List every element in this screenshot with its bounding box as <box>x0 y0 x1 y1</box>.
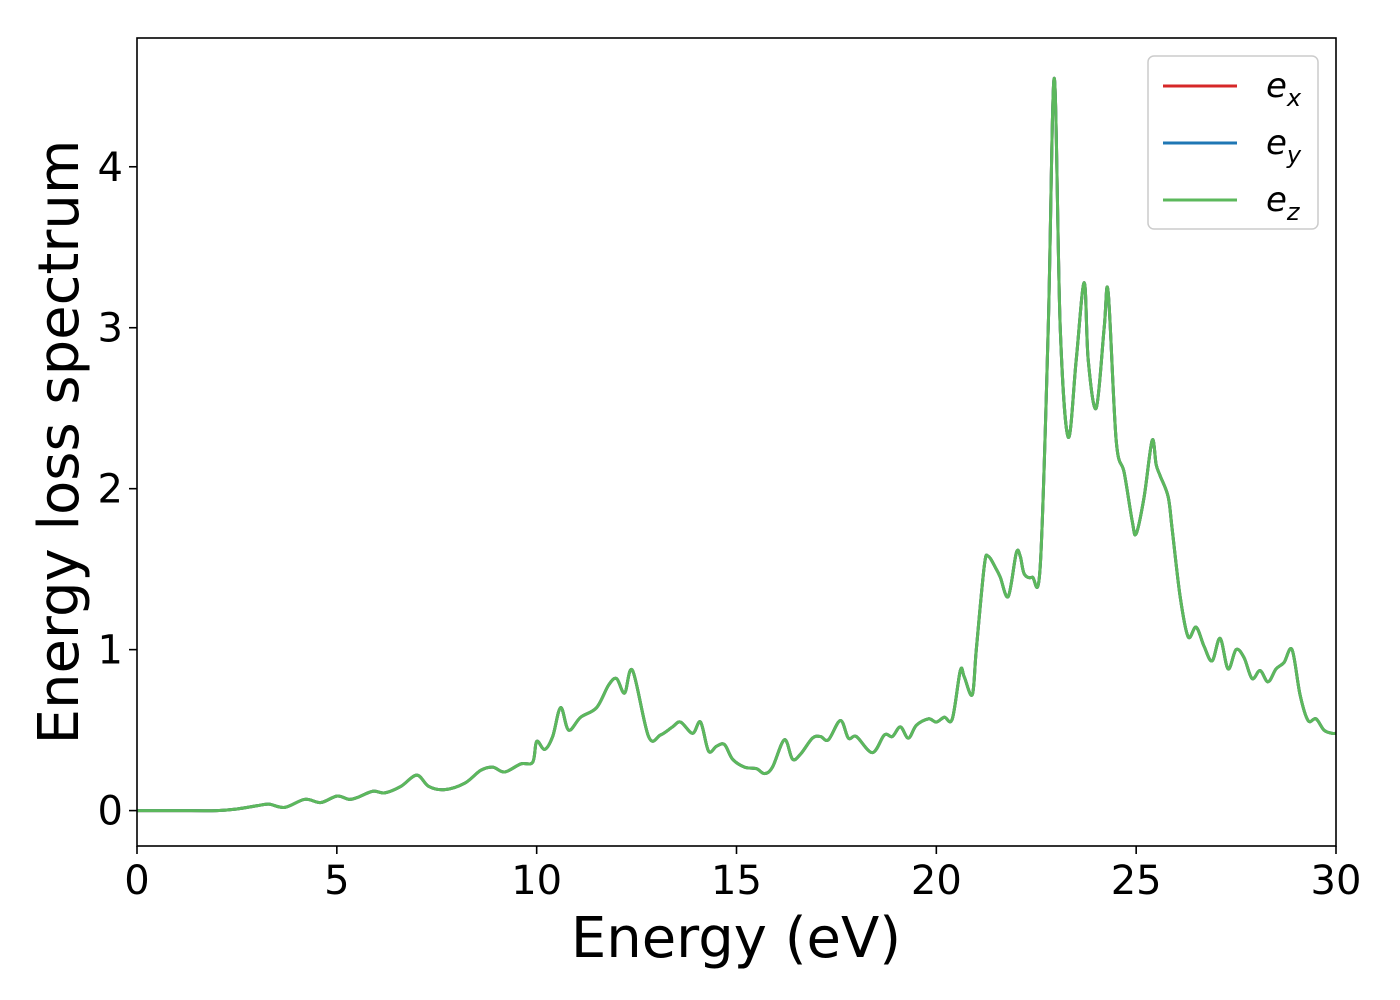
legend-label-base: e <box>1266 180 1287 220</box>
x-axis-title: Energy (eV) <box>571 906 901 971</box>
x-axis-ticks: 0 5 10 15 20 25 30 <box>124 846 1361 904</box>
y-tick-label: 2 <box>98 467 123 513</box>
x-tick-label: 30 <box>1311 858 1362 904</box>
x-tick-label: 20 <box>911 858 962 904</box>
x-tick-label: 25 <box>1111 858 1162 904</box>
x-tick-label: 10 <box>511 858 562 904</box>
legend-label-ey: ey <box>1266 123 1302 169</box>
y-tick-label: 3 <box>98 306 123 352</box>
series-line-ez <box>137 76 1336 813</box>
legend-label-ex: ex <box>1266 66 1302 112</box>
y-axis-title: Energy loss spectrum <box>27 140 92 745</box>
legend-label-base: e <box>1266 66 1287 106</box>
x-tick-label: 0 <box>124 858 149 904</box>
y-tick-label: 0 <box>98 789 123 835</box>
legend-label-base: e <box>1266 123 1287 163</box>
y-tick-label: 1 <box>98 628 123 674</box>
series-group <box>137 76 1336 813</box>
x-tick-label: 5 <box>324 858 349 904</box>
legend-label-subscript: x <box>1286 84 1302 112</box>
legend-label-subscript: z <box>1286 198 1301 226</box>
legend-label-ez: ez <box>1266 180 1301 226</box>
legend-label-subscript: y <box>1286 141 1302 169</box>
y-axis-ticks: 0 1 2 3 4 <box>98 145 137 835</box>
x-tick-label: 15 <box>711 858 762 904</box>
y-tick-label: 4 <box>98 145 123 191</box>
